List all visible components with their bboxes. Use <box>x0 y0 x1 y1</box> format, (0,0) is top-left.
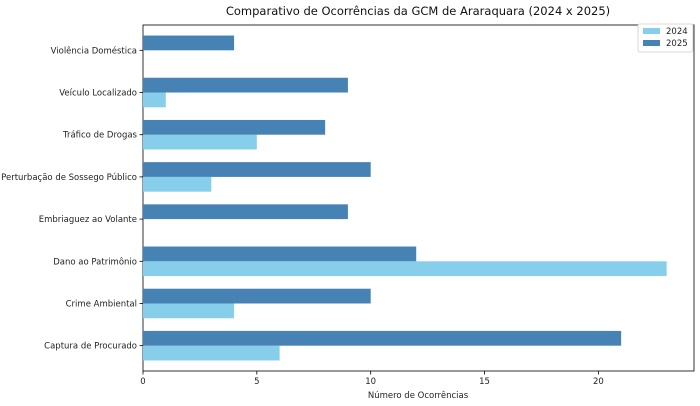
bar-2025-1 <box>143 288 371 304</box>
x-axis: 0 5 10 15 20 <box>140 371 604 387</box>
bar-2025-2 <box>143 246 417 262</box>
bar-2024-4 <box>143 176 212 192</box>
chart-title: Comparativo de Ocorrências da GCM de Ara… <box>226 4 610 18</box>
x-tick-label: 20 <box>593 377 604 387</box>
bar-2024-6 <box>143 92 166 108</box>
bar-2025-5 <box>143 119 326 135</box>
bar-2024-0 <box>143 345 280 361</box>
y-tick-label: Tráfico de Drogas <box>62 131 138 141</box>
x-tick-label: 0 <box>140 377 145 387</box>
legend-swatch-2024 <box>643 28 660 34</box>
x-tick-label: 5 <box>254 377 259 387</box>
bar-2024-1 <box>143 303 235 319</box>
bar-2024-2 <box>143 261 667 277</box>
y-tick-label: Perturbação de Sossego Público <box>1 173 137 183</box>
x-tick-label: 10 <box>365 377 376 387</box>
legend-label-2024: 2024 <box>666 27 688 37</box>
y-tick-label: Captura de Procurado <box>44 342 137 352</box>
bar-2025-3 <box>143 204 348 220</box>
x-tick-label: 15 <box>479 377 490 387</box>
bar-2025-7 <box>143 35 235 51</box>
y-tick-label: Veículo Localizado <box>59 89 137 99</box>
bar-2025-4 <box>143 162 371 177</box>
y-tick-label: Embriaguez ao Volante <box>39 215 137 225</box>
bar-2025-6 <box>143 77 348 93</box>
y-tick-label: Crime Ambiental <box>66 299 137 309</box>
legend-swatch-2025 <box>643 40 660 46</box>
bar-2025-0 <box>143 330 622 346</box>
y-tick-label: Violência Doméstica <box>51 45 137 56</box>
x-axis-label: Número de Ocorrências <box>368 390 469 401</box>
bar-2024-5 <box>143 134 257 150</box>
bars-group <box>143 35 667 361</box>
y-axis: Captura de Procurado Crime Ambiental Dano … <box>1 45 143 352</box>
legend-label-2025: 2025 <box>666 39 688 49</box>
y-tick-label: Dano ao Patrimônio <box>53 256 137 267</box>
legend: 2024 2025 <box>637 23 694 53</box>
plot-area <box>142 24 695 372</box>
